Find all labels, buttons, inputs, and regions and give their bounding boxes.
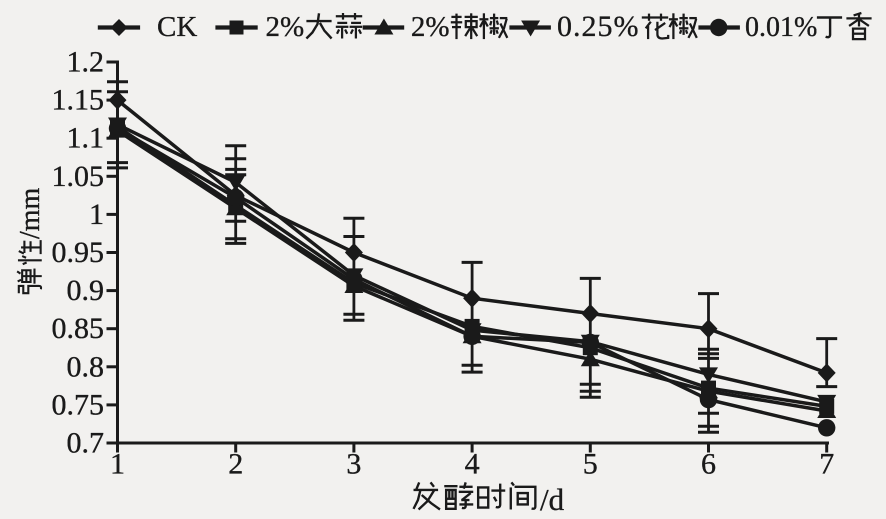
svg-text:1.05: 1.05: [52, 160, 105, 193]
svg-text:1: 1: [110, 448, 125, 481]
svg-text:6: 6: [701, 448, 716, 481]
svg-text:0.7: 0.7: [67, 427, 105, 460]
svg-text:1: 1: [89, 198, 104, 231]
svg-text:0.25%: 0.25%: [557, 10, 640, 43]
svg-text:0.9: 0.9: [67, 274, 105, 307]
svg-text:0.95: 0.95: [52, 236, 105, 269]
svg-text:CK: CK: [157, 11, 197, 43]
svg-text:1.15: 1.15: [52, 84, 105, 117]
svg-text:1.2: 1.2: [67, 46, 105, 79]
svg-text:3: 3: [346, 448, 361, 481]
svg-text:/d: /d: [540, 482, 565, 517]
svg-text:0.8: 0.8: [67, 350, 105, 383]
svg-text:2%: 2%: [411, 11, 450, 43]
svg-text:0.85: 0.85: [52, 312, 105, 345]
svg-text:1.1: 1.1: [67, 122, 105, 155]
svg-text:0.75: 0.75: [52, 388, 105, 421]
svg-text:5: 5: [583, 448, 598, 481]
svg-text:2%: 2%: [266, 11, 305, 43]
svg-text:2: 2: [228, 448, 243, 481]
svg-text:0.01%: 0.01%: [745, 12, 817, 43]
svg-text:4: 4: [465, 448, 480, 481]
svg-text:/mm: /mm: [15, 187, 46, 239]
svg-text:7: 7: [819, 448, 834, 481]
